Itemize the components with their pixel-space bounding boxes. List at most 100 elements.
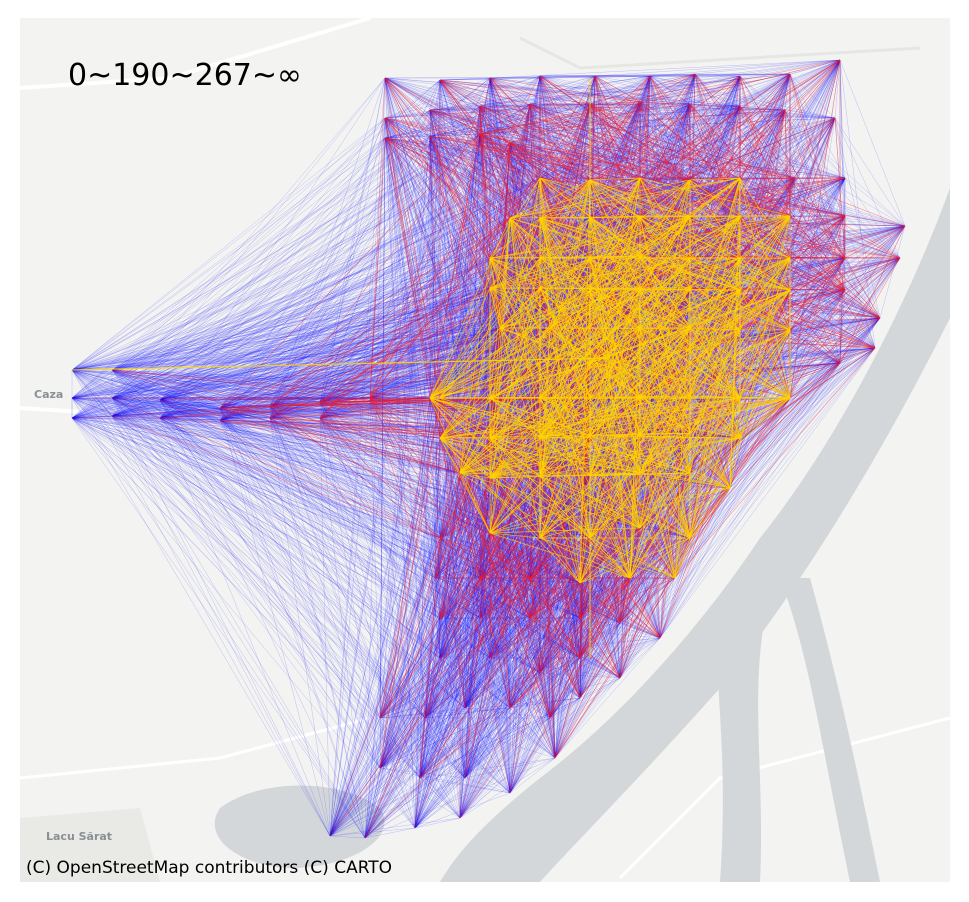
- flow-line: [589, 59, 841, 259]
- flow-line: [509, 142, 556, 759]
- flow-line: [379, 135, 431, 769]
- flow-line: [384, 117, 741, 259]
- flow-line: [739, 73, 791, 107]
- flow-line: [71, 105, 741, 399]
- flow-line: [269, 135, 431, 407]
- flow-line: [539, 75, 591, 105]
- flow-line: [71, 105, 481, 371]
- flow-line: [639, 59, 841, 217]
- flow-line: [384, 117, 466, 779]
- flow-line: [71, 73, 696, 371]
- flow-line: [429, 101, 641, 399]
- flow-line: [789, 73, 876, 349]
- flow-line: [364, 109, 431, 839]
- flow-line: [71, 75, 541, 371]
- flow-line: [439, 79, 511, 794]
- flow-line: [649, 75, 691, 434]
- flow-line: [269, 142, 511, 419]
- flow-line: [539, 105, 741, 179]
- flow-line: [739, 73, 791, 77]
- flow-line: [639, 75, 651, 179]
- flow-line: [649, 75, 901, 259]
- flow-line: [589, 103, 731, 489]
- flow-line: [384, 117, 581, 584]
- flow-line: [419, 135, 431, 779]
- flow-line: [439, 75, 596, 81]
- flow-line: [509, 142, 796, 179]
- flow-line: [71, 75, 741, 419]
- flow-line: [384, 137, 441, 439]
- flow-line: [789, 59, 841, 399]
- flow-line: [479, 133, 791, 217]
- flow-line: [71, 75, 541, 399]
- flow-line: [219, 75, 541, 421]
- flow-line: [424, 117, 836, 719]
- flow-line: [429, 109, 591, 399]
- flow-line: [539, 75, 591, 181]
- flow-line: [579, 59, 841, 699]
- flow-line: [429, 135, 461, 474]
- flow-line: [479, 133, 491, 259]
- flow-line: [159, 59, 841, 401]
- flow-line: [489, 101, 641, 399]
- flow-line: [429, 103, 691, 137]
- flow-line: [639, 73, 696, 103]
- flow-line: [384, 103, 531, 139]
- flow-line: [539, 75, 846, 291]
- flow-line: [419, 73, 791, 779]
- map-canvas[interactable]: Lacu Sărat Caza 0~190~267~∞ (C) OpenStre…: [20, 18, 950, 882]
- flow-line: [489, 103, 531, 259]
- flow-line: [489, 77, 591, 181]
- flow-line: [509, 142, 881, 319]
- flow-line: [384, 77, 461, 819]
- flow-line: [639, 103, 691, 217]
- flow-line: [489, 75, 541, 259]
- flow-line: [384, 77, 791, 331]
- flow-line: [694, 73, 881, 319]
- flow-line: [489, 103, 531, 479]
- flow-line: [689, 75, 741, 105]
- flow-line: [319, 103, 591, 419]
- flow-line: [111, 77, 386, 399]
- flow-line: [219, 135, 431, 409]
- flow-line: [479, 75, 651, 107]
- flow-line: [619, 73, 791, 679]
- flow-line: [489, 59, 841, 79]
- flow-line: [111, 133, 481, 371]
- flow-line: [639, 73, 791, 103]
- flow-line: [269, 177, 541, 419]
- flow-line: [319, 75, 651, 419]
- flow-line: [384, 73, 791, 119]
- flow-line: [111, 59, 841, 371]
- flow-line: [159, 75, 741, 419]
- flow-line: [159, 59, 841, 419]
- flow-line: [464, 142, 511, 709]
- flow-line: [269, 137, 386, 419]
- flow-line: [739, 75, 906, 227]
- flow-line: [219, 137, 386, 421]
- flow-line: [539, 75, 881, 319]
- flow-line: [479, 105, 741, 179]
- flow-line: [429, 105, 481, 111]
- flow-line: [509, 75, 651, 794]
- flow-line: [439, 105, 481, 539]
- flow-line: [364, 135, 431, 839]
- flow-line: [111, 105, 481, 399]
- flow-line: [589, 73, 696, 259]
- flow-line: [589, 75, 651, 105]
- flow-line: [589, 103, 796, 179]
- flow-line: [384, 77, 441, 439]
- flow-line: [384, 77, 591, 399]
- flow-line: [589, 103, 691, 181]
- flow-line: [739, 75, 881, 319]
- flow-line: [384, 117, 441, 539]
- flow-line: [269, 101, 641, 407]
- flow-line: [71, 77, 491, 419]
- flow-line: [384, 117, 416, 829]
- flow-line: [509, 142, 591, 181]
- flow-line: [689, 103, 741, 179]
- flow-line: [589, 177, 796, 181]
- flow-line: [384, 133, 481, 139]
- flow-line: [71, 133, 481, 399]
- flow-line: [639, 103, 691, 179]
